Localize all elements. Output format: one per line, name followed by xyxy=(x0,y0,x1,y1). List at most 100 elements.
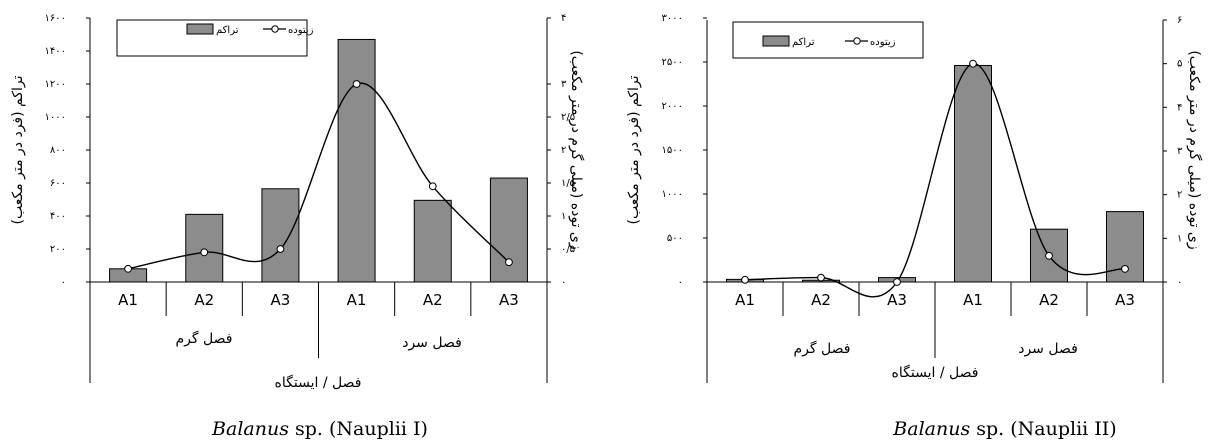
y2-tick-label: ۲ xyxy=(1177,190,1182,201)
y-tick-label: ۱۲۰۰ xyxy=(45,79,66,90)
y2-tick-label: ۲ xyxy=(561,145,566,156)
chart-1-y-label: تراکم (فرد در متر مکعب) xyxy=(10,75,26,224)
y2-tick-label: ۶ xyxy=(1177,15,1182,26)
biomass-point-5 xyxy=(1121,265,1129,273)
chart-1-axes xyxy=(89,18,548,383)
chart-1-yticks: ۰ ۲۰۰ ۴۰۰ ۶۰۰ ۸۰۰ ۱۰۰۰ ۱۲۰۰ ۱۴۰۰ ۱۶۰۰ xyxy=(45,13,90,288)
y-tick-label: ۶۰۰ xyxy=(50,178,66,189)
chart-2-y2-label: زی توده (میلی گرم در متر مکعب) xyxy=(1186,50,1203,249)
x-tick-label-5: A3 xyxy=(1115,291,1135,309)
chart-1-group-warm: فصل گرم xyxy=(176,330,233,347)
y-tick-label: ۰ xyxy=(61,277,66,288)
chart-2-line xyxy=(741,59,1129,298)
y-tick-label: ۲۵۰۰ xyxy=(662,57,683,68)
chart-1-caption-rest: sp. (Nauplii I) xyxy=(295,418,428,440)
chart-1: ۰ ۲۰۰ ۴۰۰ ۶۰۰ ۸۰۰ ۱۰۰۰ ۱۲۰۰ ۱۴۰۰ ۱۶۰۰ ۰ ۰/۵ ۱ ۱/۵ ۲ ۲… xyxy=(10,13,585,391)
biomass-point-3 xyxy=(352,80,361,88)
x-tick-label-0: A1 xyxy=(118,291,138,309)
biomass-point-3 xyxy=(969,59,977,68)
biomass-point-1 xyxy=(817,273,825,282)
y-tick-label: ۱۰۰۰ xyxy=(662,189,683,200)
bar-a1-3 xyxy=(954,65,992,283)
chart-2-yticks: ۰ ۵۰۰ ۱۰۰۰ ۱۵۰۰ ۲۰۰۰ ۲۵۰۰ ۳۰۰۰ xyxy=(662,13,707,288)
biomass-point-0 xyxy=(741,275,749,284)
y-tick-label: ۲۰۰۰ xyxy=(662,101,683,112)
biomass-point-5 xyxy=(505,258,513,267)
chart-1-x-label: فصل / ایستگاه xyxy=(275,374,362,391)
y2-tick-label: ۳ xyxy=(561,79,567,90)
y-tick-label: ۱۰۰۰ xyxy=(45,112,66,123)
chart-2-y-label: تراکم (فرد در متر مکعب) xyxy=(626,75,642,224)
y2-tick-label: ۲/۵ xyxy=(561,112,575,123)
biomass-point-1 xyxy=(200,248,209,257)
biomass-line xyxy=(127,82,510,270)
x-tick-label-5: A3 xyxy=(499,291,519,309)
chart-2-caption-rest: sp. (Nauplii II) xyxy=(976,418,1117,440)
bar-a1-3 xyxy=(337,38,376,283)
x-tick-label-3: A1 xyxy=(347,291,367,309)
y2-tick-label: ۰ xyxy=(1177,277,1182,288)
y2-tick-label: ۵ xyxy=(1177,59,1182,70)
chart-1-legend: تراکم زیتوده xyxy=(116,19,314,57)
y-tick-label: ۸۰۰ xyxy=(50,145,66,156)
bar-a2-4 xyxy=(413,199,452,283)
chart-2-axes xyxy=(706,20,1164,383)
biomass-point-2 xyxy=(893,278,901,286)
legend-bar-label: تراکم xyxy=(216,25,239,36)
y2-tick-label: ۱ xyxy=(561,211,566,222)
chart-2-group-cold: فصل سرد xyxy=(1018,341,1078,357)
chart-1-caption: Balanus sp. (Nauplii I) xyxy=(170,418,470,440)
x-tick-label-1: A2 xyxy=(194,291,214,309)
chart-2-xticks: A1 A2 A3 A1 A2 A3 xyxy=(735,282,1135,316)
x-tick-label-3: A1 xyxy=(963,291,983,309)
y2-tick-label: ۱ xyxy=(1177,233,1182,244)
y-tick-label: ۱۴۰۰ xyxy=(45,46,66,57)
chart-2-group-warm: فصل گرم xyxy=(794,340,851,357)
x-tick-label-1: A2 xyxy=(811,291,831,309)
bar-a3-2 xyxy=(261,188,300,283)
chart-2-legend: تراکم زیتوده xyxy=(732,21,924,59)
chart-2-y2ticks: ۰ ۱ ۲ ۳ ۴ ۵ ۶ xyxy=(1163,15,1183,288)
y2-tick-label: ۴ xyxy=(561,13,566,24)
legend-line-label: زیتوده xyxy=(870,37,896,48)
y2-tick-label: ۱/۵ xyxy=(561,178,575,189)
legend-line-label: زیتوده xyxy=(288,25,314,36)
chart-2-bars xyxy=(726,65,1144,283)
chart-2-caption-species: Balanus xyxy=(893,418,971,440)
x-tick-label-2: A3 xyxy=(887,291,907,309)
legend-bar-label: تراکم xyxy=(792,37,815,48)
y-tick-label: ۱۶۰۰ xyxy=(45,13,66,24)
x-tick-label-2: A3 xyxy=(271,291,291,309)
chart-1-bars xyxy=(109,38,528,283)
y2-tick-label: ۰ xyxy=(561,277,566,288)
chart-1-y2ticks: ۰ ۰/۵ ۱ ۱/۵ ۲ ۲/۵ ۳ ۴ xyxy=(547,13,575,288)
biomass-point-2 xyxy=(276,245,285,253)
bar-a2-1 xyxy=(185,213,224,283)
chart-2-caption: Balanus sp. (Nauplii II) xyxy=(850,418,1160,440)
x-tick-label-0: A1 xyxy=(735,291,755,309)
y2-tick-label: ۰/۵ xyxy=(561,244,575,255)
chart-2-x-label: فصل / ایستگاه xyxy=(892,364,979,381)
biomass-point-4 xyxy=(1045,251,1053,260)
x-tick-label-4: A2 xyxy=(1039,291,1059,309)
x-tick-label-4: A2 xyxy=(423,291,443,309)
bar-a3-5 xyxy=(489,177,528,283)
chart-1-xticks: A1 A2 A3 A1 A2 A3 xyxy=(118,282,519,316)
y-tick-label: ۱۵۰۰ xyxy=(662,145,683,156)
chart-1-y2-label: زی توده (میلی گرم در متر مکعب) xyxy=(568,50,585,249)
y-tick-label: ۳۰۰۰ xyxy=(662,13,683,24)
chart-1-caption-species: Balanus xyxy=(212,418,289,440)
y2-tick-label: ۴ xyxy=(1177,102,1182,113)
biomass-point-4 xyxy=(428,182,437,191)
y-tick-label: ۰ xyxy=(678,277,683,288)
legend-bar-swatch xyxy=(186,23,214,35)
chart-1-line xyxy=(124,80,513,273)
y2-tick-label: ۳ xyxy=(1177,146,1183,157)
y-tick-label: ۵۰۰ xyxy=(667,233,683,244)
y-tick-label: ۴۰۰ xyxy=(50,211,66,222)
legend-bar-swatch xyxy=(762,35,790,47)
y-tick-label: ۲۰۰ xyxy=(50,244,66,255)
chart-1-group-cold: فصل سرد xyxy=(402,335,462,351)
